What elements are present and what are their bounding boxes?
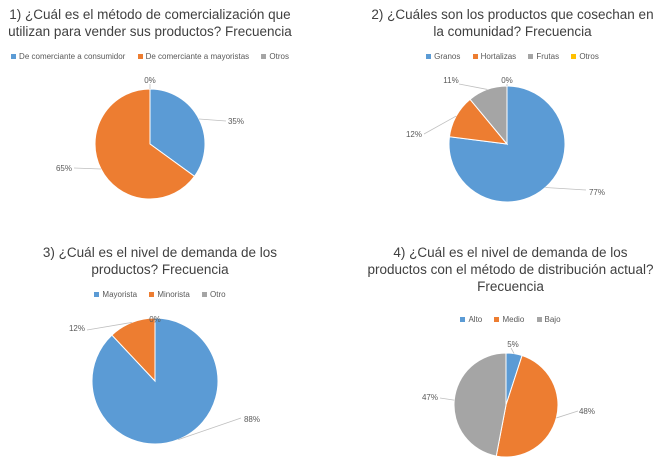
data-label: 0% (144, 76, 156, 85)
chart-legend: De comerciante a consumidor De comercian… (0, 52, 300, 61)
chart-title: 3) ¿Cuál es el nivel de demanda de los p… (0, 244, 320, 278)
data-label: 12% (406, 130, 422, 139)
chart-title-line: productos? Frecuencia (91, 262, 229, 277)
legend-label: Frutas (536, 52, 560, 61)
legend-item: De comerciante a mayoristas (137, 52, 250, 61)
pie-slice (469, 85, 508, 146)
legend-item: Minorista (149, 290, 190, 299)
data-label: 77% (589, 188, 605, 197)
legend-label: De comerciante a consumidor (19, 52, 126, 61)
chart-panel-4: 4) ¿Cuál es el nivel de demanda de los p… (350, 240, 671, 472)
chart-title-line: 4) ¿Cuál es el nivel de demanda de los (393, 245, 628, 260)
legend-swatch (202, 292, 208, 298)
legend-label: Bajo (544, 315, 561, 324)
legend-item: Hortalizas (472, 52, 517, 61)
leader-line (439, 397, 455, 401)
chart-panel-1: 1) ¿Cuál es el método de comercializació… (0, 0, 300, 230)
chart-title: 4) ¿Cuál es el nivel de demanda de los p… (350, 244, 671, 295)
legend-item: Mayorista (94, 290, 137, 299)
legend-swatch (11, 54, 17, 60)
leader-line (556, 410, 579, 419)
legend-swatch (426, 54, 432, 60)
pie-chart: 88% 12% 0% (69, 315, 260, 445)
chart-panel-3: 3) ¿Cuál es el nivel de demanda de los p… (0, 240, 320, 472)
legend-swatch (460, 317, 466, 323)
chart-title-line: Frecuencia (477, 279, 544, 294)
data-label: 35% (228, 117, 244, 126)
pie-slice (453, 352, 507, 457)
legend-item: Bajo (536, 315, 561, 324)
data-label: 0% (501, 76, 513, 85)
pie-chart: 77% 12% 11% 0% (406, 76, 605, 203)
legend-label: Otro (210, 290, 226, 299)
data-label: 12% (69, 324, 85, 333)
data-label: 5% (507, 340, 519, 349)
chart-legend: Alto Medio Bajo (350, 315, 671, 324)
chart-title-line: productos con el método de distribución … (367, 262, 654, 277)
data-label: 48% (579, 407, 595, 416)
chart-legend: Mayorista Minorista Otro (0, 290, 320, 299)
chart-title: 2) ¿Cuáles son los productos que cosecha… (354, 6, 671, 40)
chart-title-line: la comunidad? Frecuencia (433, 24, 592, 39)
data-label: 47% (422, 393, 438, 402)
legend-item: Frutas (528, 52, 559, 61)
legend-swatch (536, 317, 542, 323)
legend-item: De comerciante a consumidor (11, 52, 125, 61)
leader-line (458, 83, 488, 90)
legend-swatch (94, 292, 100, 298)
pie-slice (448, 85, 566, 203)
leader-line (198, 118, 227, 122)
data-label: 0% (149, 315, 161, 324)
data-label: 65% (56, 164, 72, 173)
legend-label: Hortalizas (480, 52, 517, 61)
chart-title-line: utilizan para vender sus productos? Frec… (8, 24, 292, 39)
legend-item: Otros (261, 52, 289, 61)
leader-line (178, 417, 242, 440)
legend-label: Otros (269, 52, 289, 61)
legend-label: Granos (434, 52, 461, 61)
legend-label: De comerciante a mayoristas (145, 52, 250, 61)
legend-label: Otros (579, 52, 599, 61)
chart-title-line: 3) ¿Cuál es el nivel de demanda de los (42, 245, 278, 260)
data-label: 88% (244, 415, 260, 424)
leader-line (423, 115, 457, 135)
legend-label: Minorista (157, 290, 190, 299)
legend-item: Otro (202, 290, 226, 299)
pie-slice (149, 88, 206, 178)
legend-swatch (571, 54, 577, 60)
leader-line (510, 347, 515, 354)
leader-line (545, 187, 587, 191)
legend-swatch (528, 54, 534, 60)
legend-label: Alto (468, 315, 483, 324)
data-label: 11% (443, 76, 458, 85)
legend-label: Mayorista (102, 290, 138, 299)
legend-item: Medio (494, 315, 524, 324)
legend-item: Alto (460, 315, 482, 324)
legend-label: Medio (502, 315, 525, 324)
legend-swatch (494, 317, 500, 323)
chart-title-line: 1) ¿Cuál es el método de comercializació… (9, 7, 291, 22)
leader-line (73, 167, 102, 170)
legend-swatch (472, 54, 478, 60)
chart-title-line: 2) ¿Cuáles son los productos que cosecha… (371, 7, 654, 22)
chart-panel-2: 2) ¿Cuáles son los productos que cosecha… (354, 0, 671, 230)
pie-chart: 35% 65% 0% (56, 76, 244, 200)
legend-item: Otros (571, 52, 599, 61)
chart-legend: Granos Hortalizas Frutas Otros (354, 52, 671, 61)
legend-item: Granos (426, 52, 460, 61)
chart-title: 1) ¿Cuál es el método de comercializació… (0, 6, 300, 40)
pie-slice (495, 354, 559, 458)
legend-swatch (261, 54, 267, 60)
legend-swatch (137, 54, 143, 60)
leader-line (86, 322, 132, 331)
pie-chart: 5% 48% 47% (422, 340, 595, 458)
pie-slice (94, 88, 196, 200)
legend-swatch (149, 292, 155, 298)
